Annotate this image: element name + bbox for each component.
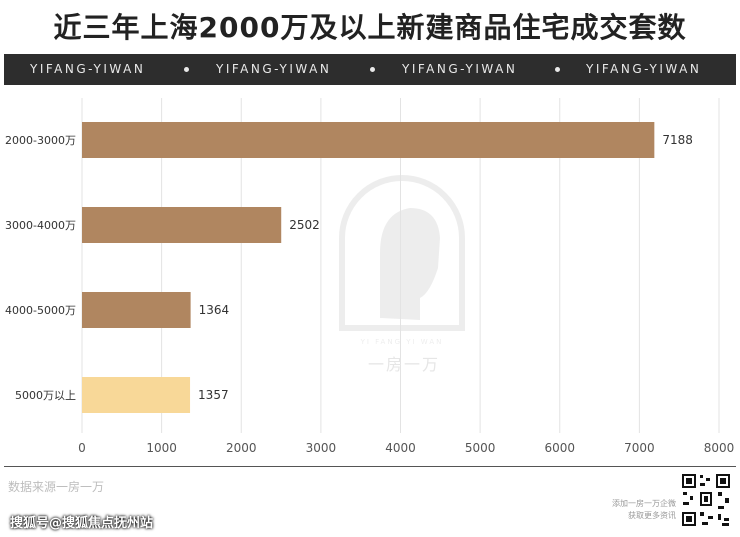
banner-dot: [555, 67, 560, 72]
qr-code-icon: [680, 472, 732, 528]
bar: [82, 207, 282, 243]
brand-banner: YIFANG-YIWAN YIFANG-YIWAN YIFANG-YIWAN Y…: [4, 54, 736, 85]
qr-caption-line: 添加一房一万企微: [612, 499, 676, 508]
bar-chart: YI FANG YI WAN 2000-3000万 3000-4000万 4000-…: [5, 98, 734, 455]
watermark-logo: YI FANG YI WAN: [339, 175, 465, 346]
x-tick-label: 6000: [544, 441, 575, 455]
x-tick-label: 7000: [624, 441, 655, 455]
bars: [82, 122, 655, 413]
data-label: 7188: [662, 133, 693, 147]
category-label: 5000万以上: [15, 389, 76, 402]
banner-text: YIFANG-YIWAN: [402, 62, 518, 76]
x-tick-label: 0: [78, 441, 86, 455]
x-tick-label: 5000: [465, 441, 496, 455]
banner-dot: [184, 67, 189, 72]
x-tick-label: 3000: [306, 441, 337, 455]
watermark-text: 一房一万: [368, 355, 441, 374]
data-source: 数据来源一房一万: [8, 480, 105, 494]
x-tick-label: 4000: [385, 441, 416, 455]
qr-caption: 添加一房一万企微 获取更多资讯: [612, 498, 676, 522]
qr-caption-line: 获取更多资讯: [628, 511, 676, 520]
x-tick-label: 8000: [704, 441, 735, 455]
chart-title: 近三年上海2000万及以上新建商品住宅成交套数: [53, 11, 687, 44]
category-label: 4000-5000万: [5, 304, 76, 317]
x-tick-label: 1000: [146, 441, 177, 455]
bar: [82, 292, 191, 328]
data-label: 1364: [199, 303, 230, 317]
divider: [4, 466, 736, 467]
bar: [82, 122, 655, 158]
category-label: 3000-4000万: [5, 219, 76, 232]
data-label: 2502: [289, 218, 320, 232]
footer-credit: 搜狐号@搜狐焦点抚州站: [10, 516, 154, 531]
banner-text: YIFANG-YIWAN: [30, 62, 146, 76]
category-label: 2000-3000万: [5, 134, 76, 147]
x-tick-label: 2000: [226, 441, 257, 455]
bar: [82, 377, 191, 413]
banner-text: YIFANG-YIWAN: [216, 62, 332, 76]
x-tick-labels: 0 1000 2000 3000 4000 5000 6000 7000 8000: [78, 441, 734, 455]
banner-dot: [370, 67, 375, 72]
data-label: 1357: [198, 388, 229, 402]
watermark-caption: YI FANG YI WAN: [360, 338, 444, 346]
value-labels: 7188 2502 1364 1357: [198, 133, 693, 402]
banner-text: YIFANG-YIWAN: [586, 62, 702, 76]
category-labels: 2000-3000万 3000-4000万 4000-5000万 5000万以上: [5, 134, 76, 402]
